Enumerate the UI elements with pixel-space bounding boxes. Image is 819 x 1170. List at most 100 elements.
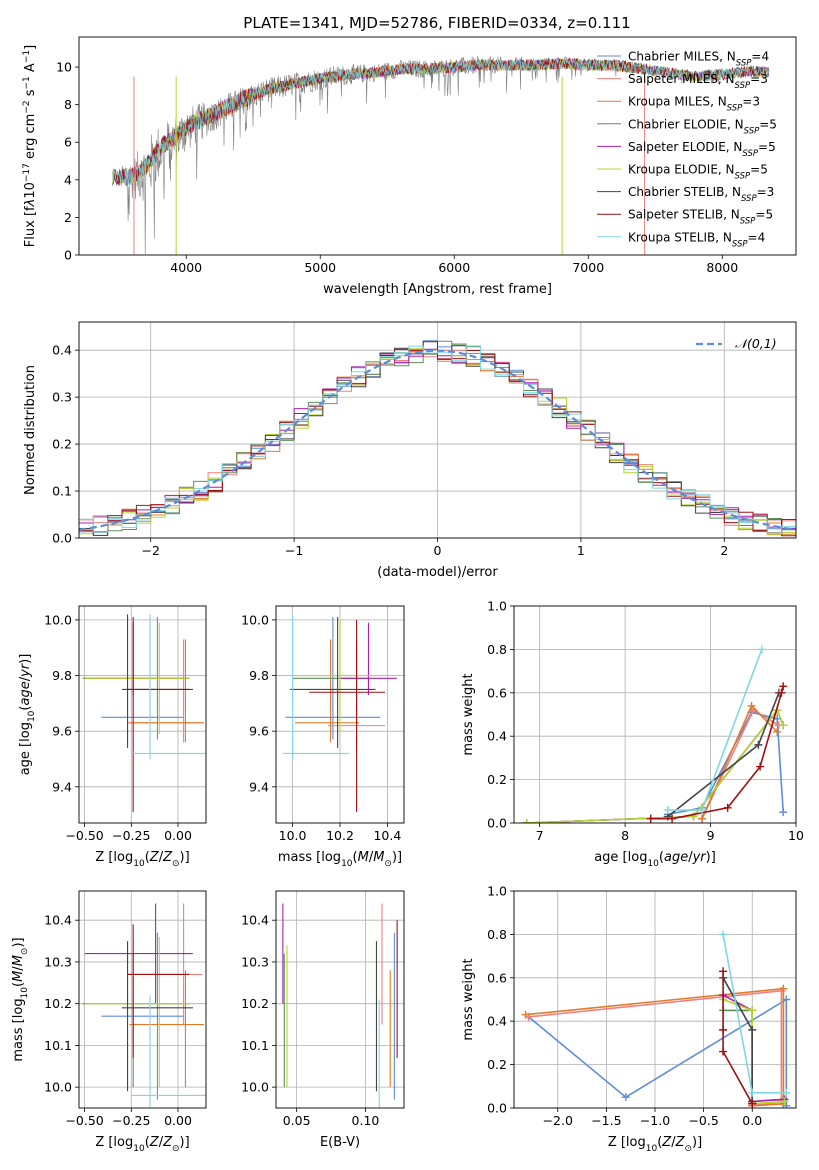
y-axis-label-text: mass weight xyxy=(461,673,476,755)
legend-sub: SSP xyxy=(735,172,751,182)
y-tick-label: 0.0 xyxy=(487,816,507,831)
weight-marker xyxy=(719,1025,728,1034)
plot-area-z-age xyxy=(79,606,206,823)
y-tick-label: 0.8 xyxy=(487,642,507,657)
ticks-spectrum: 4000 5000 6000 7000 8000 0 2 4 6 8 10 xyxy=(56,60,738,275)
weight-marker xyxy=(719,967,728,976)
x-axis-label-part: / xyxy=(369,850,374,865)
plot-area-age-weight xyxy=(514,606,796,823)
x-axis-label-part: )] xyxy=(692,1135,702,1150)
x-tick-label: 9 xyxy=(707,828,715,843)
model-spectrum-line xyxy=(112,57,770,187)
y-tick-label: 1.0 xyxy=(487,599,507,614)
x-tick-label: −1.5 xyxy=(591,1113,621,1128)
x-tick-label: 10 xyxy=(788,828,804,843)
legend-sub: SSP xyxy=(732,239,748,249)
y-axis-label-part: s xyxy=(23,89,38,100)
legend-sub: SSP xyxy=(736,59,752,69)
ticks-ebv-mass: 0.05 0.10 10.0 10.1 10.2 10.3 10.4 xyxy=(241,913,379,1128)
legend-entry: Chabrier MILES, NSSP=4 xyxy=(628,50,769,69)
weight-marker xyxy=(723,803,732,812)
x-axis-label-text: (data-model)/error xyxy=(377,565,498,580)
x-tick-label: 7 xyxy=(536,828,544,843)
weight-marker xyxy=(719,1047,728,1056)
legend-name: Salpeter ELODIE xyxy=(628,140,726,154)
legend-count: 3 xyxy=(760,72,768,86)
weight-marker xyxy=(646,814,655,823)
legend-sub: SSP xyxy=(740,217,756,227)
x-axis-label-part: 10 xyxy=(341,859,353,869)
x-tick-label: −0.5 xyxy=(688,1113,718,1128)
y-axis-label-part: / xyxy=(11,966,26,971)
y-axis-label: Normed distribution xyxy=(23,365,38,495)
x-axis-label-text: Z [log xyxy=(95,850,133,865)
x-axis-label-part: ( xyxy=(145,1135,150,1150)
ticks-z-weight: −2.0 −1.5 −1.0 −0.5 0.0 0.0 0.2 0.4 0.6 0.8 1.0 xyxy=(487,884,762,1129)
x-axis-label-part: )] xyxy=(180,1135,190,1150)
legend-count: 4 xyxy=(761,50,769,64)
y-tick-label: 0.3 xyxy=(52,390,72,405)
y-axis-label-text: mass [log xyxy=(11,998,26,1061)
weight-marker xyxy=(621,1093,630,1102)
figure-title: PLATE=1341, MJD=52786, FIBERID=0334, z=0… xyxy=(243,14,630,32)
y-tick-label: 0.4 xyxy=(487,1014,507,1029)
x-axis-label-part: ( xyxy=(657,1135,662,1150)
y-tick-label: 9.6 xyxy=(249,724,269,739)
legend-eq: = xyxy=(758,140,768,154)
y-tick-label: 9.6 xyxy=(52,724,72,739)
y-axis-label: age [log10(age/yr)] xyxy=(18,654,37,776)
x-axis-label-part: Z xyxy=(162,1135,173,1150)
axes-frame xyxy=(78,605,207,824)
x-tick-label: 7000 xyxy=(572,260,604,275)
y-tick-label: 10.0 xyxy=(241,612,269,627)
y-axis-label-part: ] xyxy=(23,45,38,50)
x-axis-label-part: )] xyxy=(706,850,716,865)
y-axis-label-part: −17 xyxy=(22,163,32,182)
legend-entry: Salpeter ELODIE, NSSP=5 xyxy=(628,140,776,159)
y-tick-label: 10.0 xyxy=(44,612,72,627)
panel-spectrum: 4000 5000 6000 7000 8000 0 2 4 6 8 10 wavelength [A… xyxy=(22,36,797,297)
x-axis-label-part: M xyxy=(358,850,369,865)
x-axis-label-text: Z [log xyxy=(95,1135,133,1150)
y-tick-label: 9.8 xyxy=(52,668,72,683)
y-tick-label: 0 xyxy=(64,248,72,263)
x-tick-label: 4000 xyxy=(170,260,202,275)
weight-marker xyxy=(757,645,766,654)
weight-marker xyxy=(756,762,765,771)
x-axis-label-part: / xyxy=(159,850,164,865)
panel-z-mass: −0.50 −0.25 0.00 10.0 10.1 10.2 10.3 10.4 Z [log… xyxy=(11,890,207,1154)
weight-marker xyxy=(748,1006,757,1015)
legend-entry: Kroupa ELODIE, NSSP=5 xyxy=(628,163,768,182)
weight-marker xyxy=(522,819,531,823)
x-axis-label-part: 10 xyxy=(133,1144,145,1154)
weight-marker xyxy=(748,1025,757,1034)
x-axis-label: wavelength [Angstrom, rest frame] xyxy=(323,282,552,297)
legend-count: 3 xyxy=(752,95,760,109)
y-tick-label: 10.2 xyxy=(44,996,72,1011)
y-tick-label: 10.1 xyxy=(241,1038,269,1053)
y-tick-label: 1.0 xyxy=(487,884,507,899)
legend-eq: = xyxy=(755,208,765,222)
legend-sep: , N xyxy=(724,185,741,199)
y-tick-label: 0.0 xyxy=(487,1101,507,1116)
x-tick-label: 5000 xyxy=(304,260,336,275)
y-axis-label: mass weight xyxy=(461,958,476,1040)
y-axis-label-text: Flux [f xyxy=(23,206,38,247)
ticks-mass-age: 10.0 10.2 10.4 9.4 9.6 9.8 10.0 xyxy=(241,612,401,843)
y-tick-label: 10 xyxy=(56,60,72,75)
y-axis-label-part: −1 xyxy=(22,76,32,89)
plot-area-z-weight xyxy=(514,891,796,1108)
legend-entry: 𝒩(0,1) xyxy=(735,336,777,351)
y-axis-label-part: age xyxy=(18,681,33,705)
x-axis-label-part: Z xyxy=(162,850,173,865)
legend-sep: , N xyxy=(710,95,727,109)
y-axis-label-part: )] xyxy=(11,937,26,947)
legend-eq: = xyxy=(750,163,760,177)
weight-marker xyxy=(748,1099,757,1108)
legend-sep: , N xyxy=(719,50,736,64)
legend-sep: , N xyxy=(727,117,744,131)
y-tick-label: 10.4 xyxy=(241,913,269,928)
y-axis-label-part: erg cm xyxy=(23,114,38,163)
